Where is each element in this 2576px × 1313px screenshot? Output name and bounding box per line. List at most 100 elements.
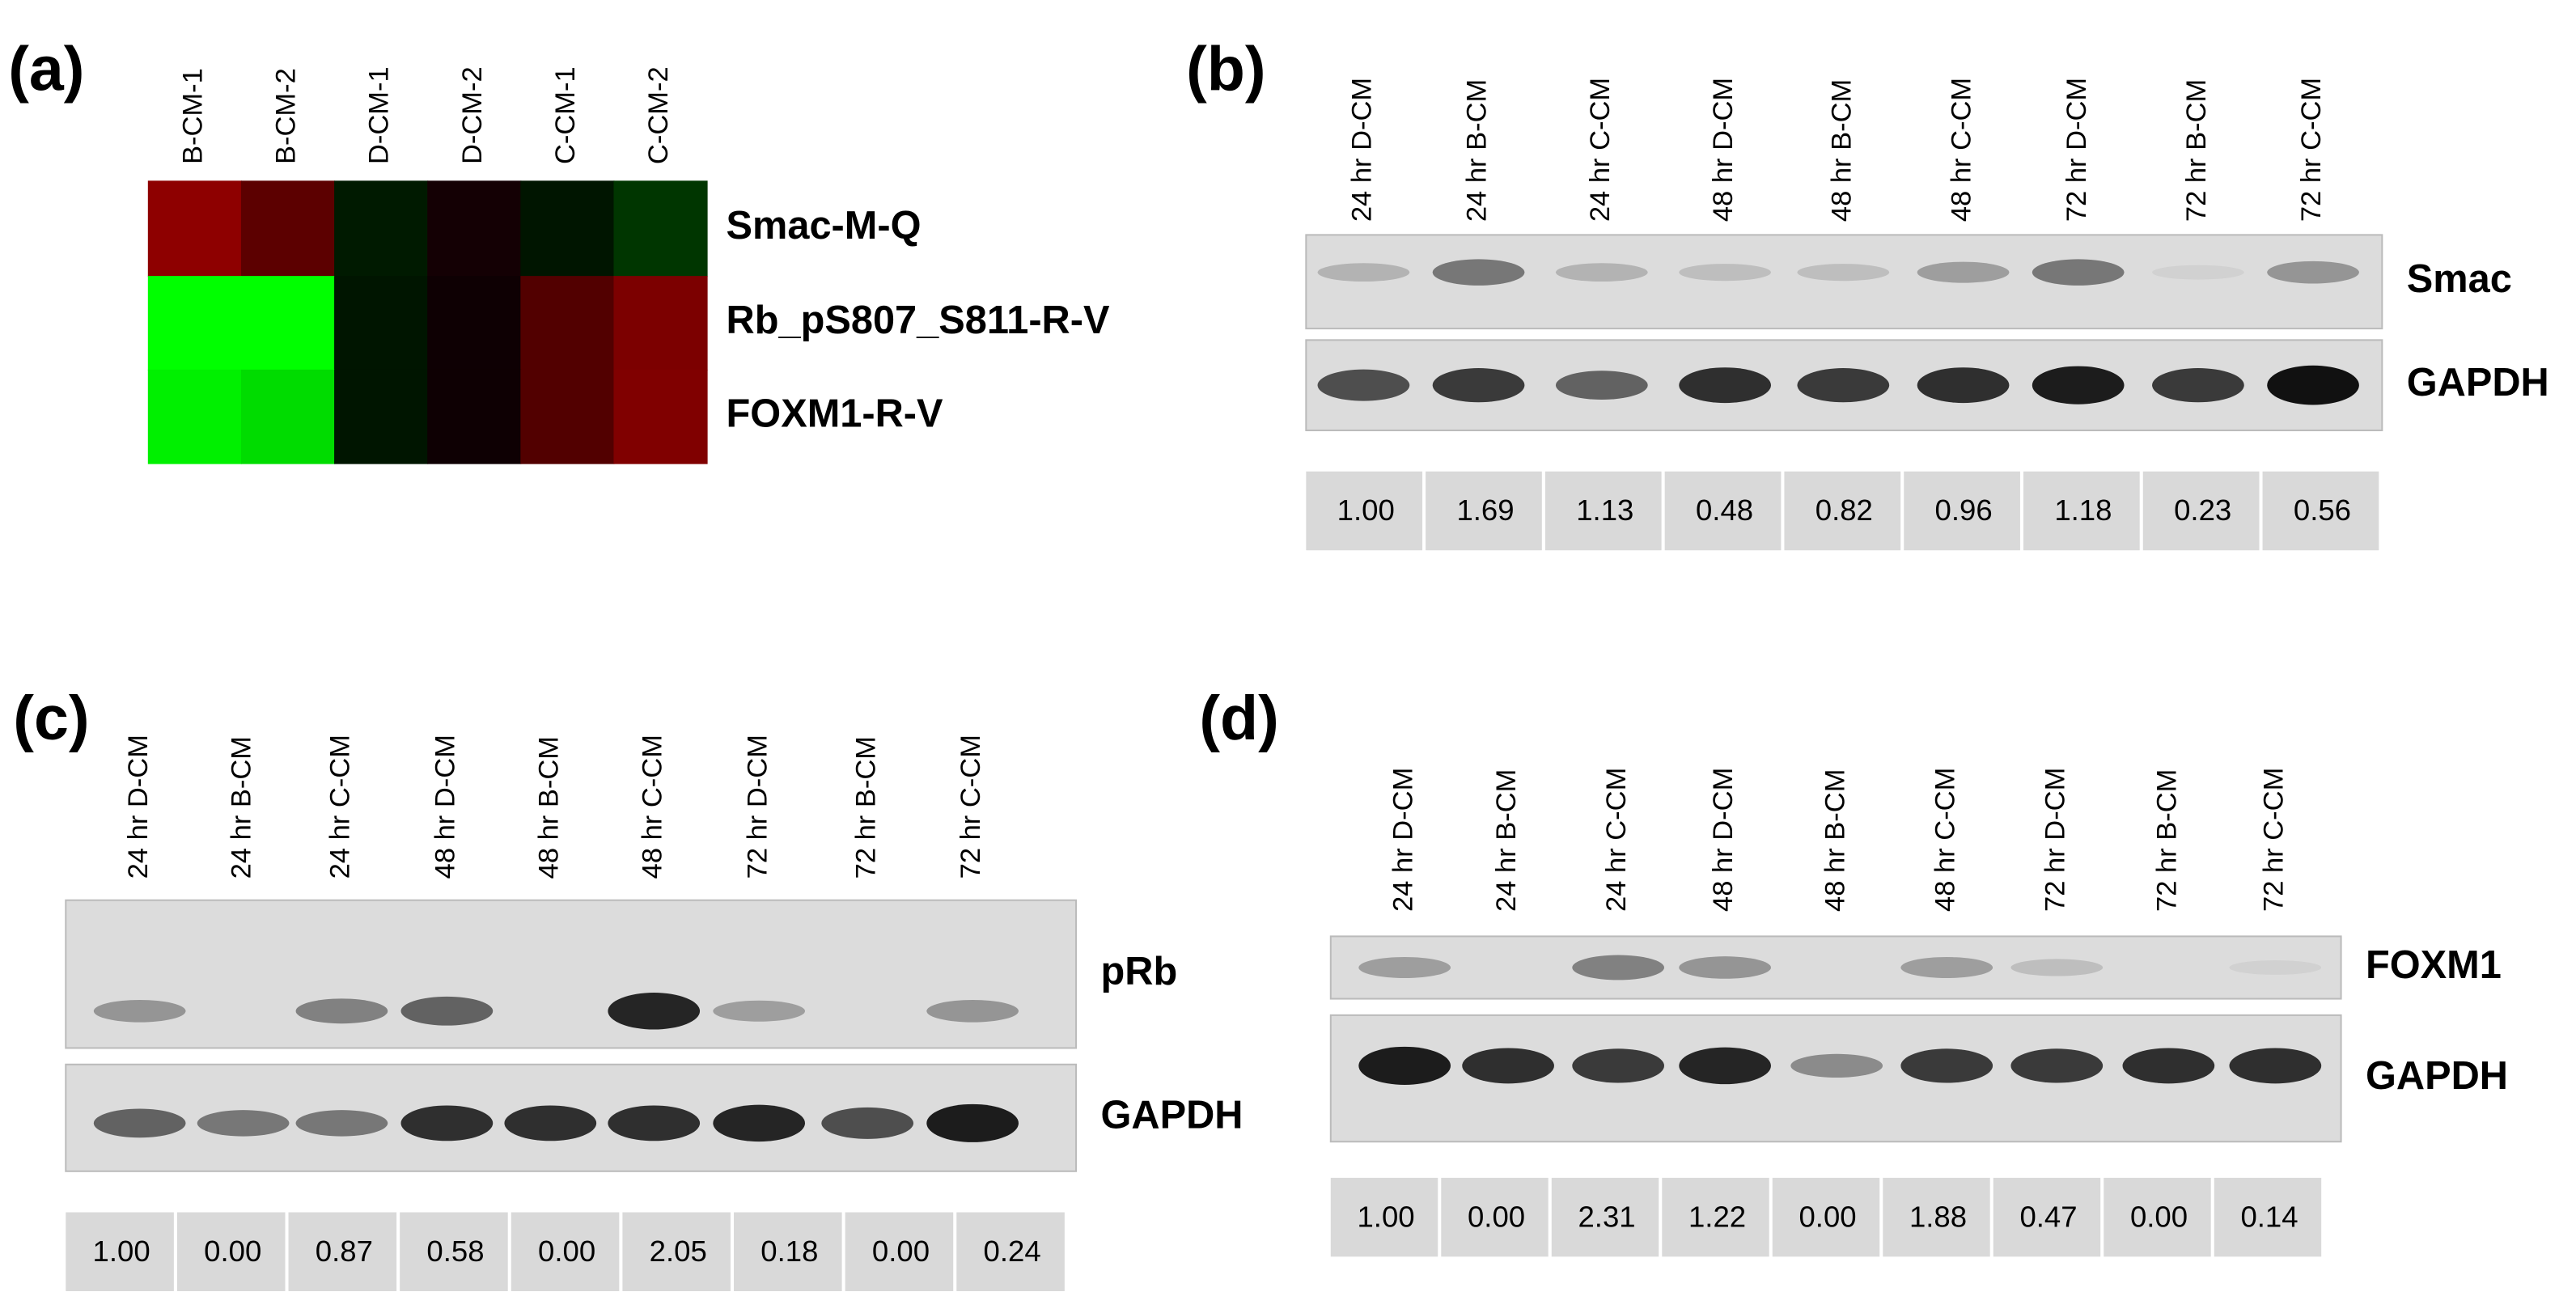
column-label: D-CM-2 [457, 66, 488, 164]
table-cell [734, 1212, 842, 1291]
blot-band [1317, 369, 1410, 401]
blot-band [1679, 1047, 1771, 1085]
column-label: 24 hr D-CM [1388, 768, 1418, 912]
column-label: C-CM-1 [550, 66, 581, 164]
blot-band [1317, 263, 1410, 282]
column-label: 48 hr B-CM [1826, 79, 1857, 222]
heatmap-cell [613, 369, 708, 464]
column-label: 48 hr C-CM [637, 735, 667, 879]
blot-band [1358, 1046, 1451, 1085]
blot-band [608, 1105, 701, 1141]
blot-band [2267, 260, 2359, 284]
table-cell [2142, 471, 2260, 551]
blot-band [504, 1105, 597, 1141]
heatmap-cell [240, 276, 336, 371]
blot-band [1917, 261, 2010, 283]
heatmap-cell [427, 180, 522, 277]
blot-band [1432, 368, 1525, 403]
table-cell [2023, 471, 2140, 551]
quant-value: 0.87 [316, 1235, 373, 1268]
blot-band [295, 1110, 388, 1137]
column-label: 72 hr D-CM [742, 735, 773, 879]
table-cell [622, 1212, 731, 1291]
column-label: 48 hr C-CM [1947, 78, 1977, 222]
quant-value: 1.22 [1688, 1200, 1746, 1233]
blot-membrane [1329, 935, 2342, 1000]
quant-value: 0.96 [1935, 493, 1993, 527]
heatmap-cell [520, 276, 615, 371]
blot-band [1900, 956, 1993, 978]
blot-band [400, 1105, 494, 1141]
column-label: 48 hr D-CM [430, 735, 460, 879]
row-label: Rb_pS807_S811-R-V [727, 299, 1110, 342]
heatmap-cell [147, 369, 242, 464]
blot-band [2122, 1048, 2215, 1084]
heatmap-cell [147, 180, 242, 277]
heatmap-cell [334, 276, 429, 371]
table-cell [845, 1212, 954, 1291]
blot-band [2267, 365, 2359, 405]
blot-band [2229, 1048, 2322, 1084]
table-cell [66, 1212, 174, 1291]
heatmap-cell [613, 276, 708, 371]
column-label: 24 hr D-CM [1347, 78, 1378, 222]
blot-band [713, 1000, 806, 1022]
table-cell [400, 1212, 508, 1291]
blot-band [2010, 959, 2104, 976]
heatmap-cell [613, 180, 708, 277]
blot-label: pRb [1101, 950, 1178, 993]
blot-band [1797, 264, 1890, 282]
quant-value: 0.14 [2240, 1200, 2298, 1233]
table-cell [511, 1212, 620, 1291]
column-label: 48 hr D-CM [1708, 78, 1739, 222]
heatmap-cell [240, 369, 336, 464]
table-cell [2104, 1177, 2211, 1257]
quant-value: 0.00 [1799, 1200, 1856, 1233]
blot-band [713, 1104, 806, 1142]
table-cell [1993, 1177, 2101, 1257]
blot-band [1797, 368, 1890, 403]
column-label: 72 hr C-CM [2258, 768, 2289, 912]
quant-value: 0.56 [2294, 493, 2351, 527]
blot-band [2010, 1048, 2104, 1083]
quant-value: 0.82 [1815, 493, 1873, 527]
blot-band [821, 1107, 914, 1139]
row-label: FOXM1-R-V [727, 392, 943, 436]
table-cell [1306, 471, 1423, 551]
table-cell [1544, 471, 1662, 551]
blot-membrane [65, 899, 1078, 1049]
quant-value: 2.31 [1578, 1200, 1635, 1233]
table-cell [1426, 471, 1542, 551]
quant-value: 1.69 [1456, 493, 1514, 527]
column-label: 72 hr D-CM [2040, 768, 2070, 912]
blot-band [93, 999, 186, 1023]
table-cell [1441, 1177, 1549, 1257]
quant-value: 0.00 [2130, 1200, 2188, 1233]
panel-label: (b) [1186, 35, 1266, 104]
blot-label: GAPDH [1101, 1094, 1244, 1137]
blot-label: FOXM1 [2366, 943, 2502, 987]
column-label: 48 hr C-CM [1930, 768, 1960, 912]
blot-band [1555, 371, 1648, 400]
column-label: 24 hr C-CM [1585, 78, 1616, 222]
blot-band [1917, 367, 2010, 404]
blot-band [1572, 955, 1664, 981]
blot-band [93, 1108, 186, 1138]
quant-value: 0.24 [984, 1235, 1041, 1268]
blot-band [1572, 1048, 1664, 1083]
blot-band [608, 993, 701, 1030]
quant-value: 1.00 [93, 1235, 150, 1268]
blot-band [2032, 366, 2125, 404]
heatmap-cell [520, 180, 615, 277]
column-label: 72 hr C-CM [955, 735, 986, 879]
blot-band [1462, 1048, 1554, 1084]
column-label: 48 hr B-CM [533, 736, 564, 879]
column-label: 24 hr D-CM [123, 735, 154, 879]
table-cell [1551, 1177, 1659, 1257]
heatmap-cell [427, 369, 522, 464]
quant-value: 0.48 [1696, 493, 1753, 527]
panel-label: (a) [8, 35, 84, 104]
table-cell [1662, 1177, 1769, 1257]
blot-band [1555, 263, 1648, 282]
